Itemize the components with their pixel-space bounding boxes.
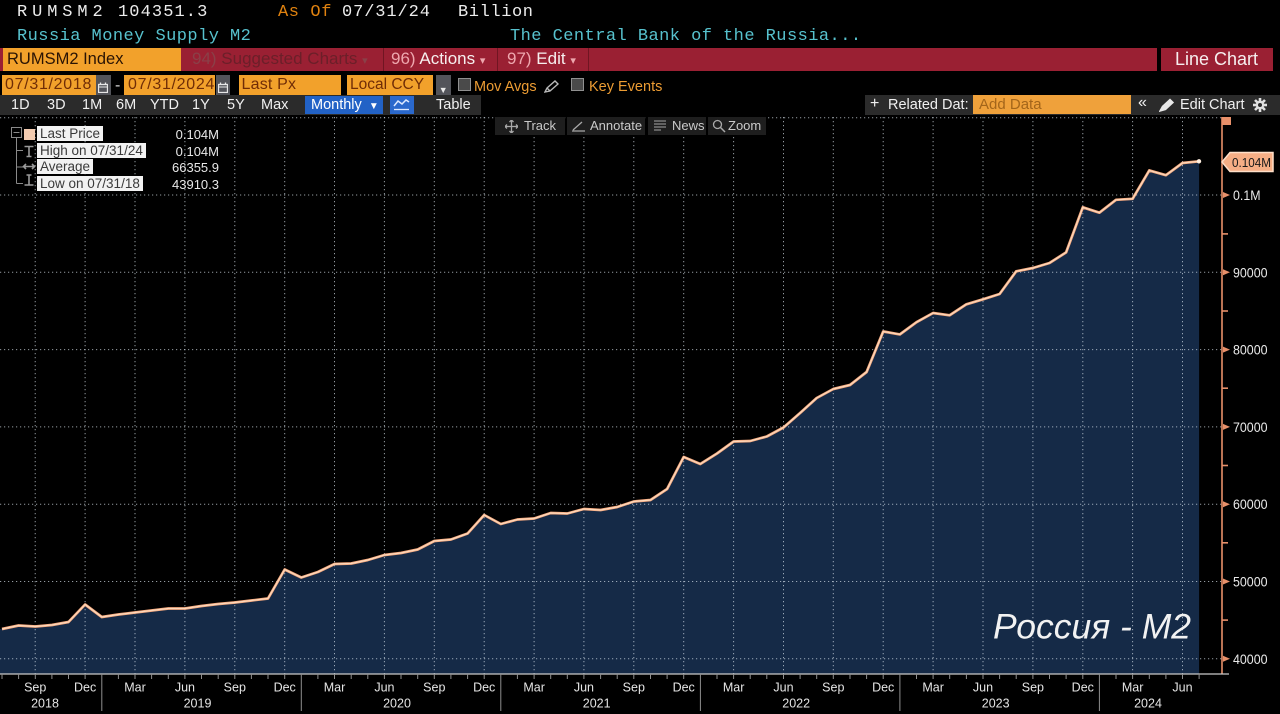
- svg-text:40000: 40000: [1233, 651, 1268, 667]
- svg-text:0.1M: 0.1M: [1233, 187, 1261, 203]
- svg-text:Россия - M2: Россия - M2: [993, 607, 1191, 647]
- svg-text:80000: 80000: [1233, 342, 1268, 358]
- svg-text:2024: 2024: [1134, 697, 1162, 711]
- svg-text:Dec: Dec: [473, 681, 495, 695]
- svg-text:2023: 2023: [982, 697, 1010, 711]
- svg-text:2019: 2019: [184, 697, 212, 711]
- svg-text:Sep: Sep: [822, 681, 844, 695]
- svg-text:Jun: Jun: [175, 681, 195, 695]
- svg-text:Dec: Dec: [74, 681, 96, 695]
- svg-text:Dec: Dec: [274, 681, 296, 695]
- svg-text:Mar: Mar: [124, 681, 146, 695]
- svg-text:70000: 70000: [1233, 419, 1268, 435]
- svg-text:Mar: Mar: [523, 681, 545, 695]
- svg-text:Jun: Jun: [973, 681, 993, 695]
- svg-text:Dec: Dec: [1072, 681, 1094, 695]
- svg-text:Sep: Sep: [24, 681, 46, 695]
- svg-text:Dec: Dec: [872, 681, 894, 695]
- svg-text:2021: 2021: [583, 697, 611, 711]
- svg-text:Sep: Sep: [423, 681, 445, 695]
- svg-text:Sep: Sep: [224, 681, 246, 695]
- svg-text:Jun: Jun: [1172, 681, 1192, 695]
- svg-text:Jun: Jun: [374, 681, 394, 695]
- svg-text:Sep: Sep: [623, 681, 645, 695]
- svg-text:2018: 2018: [31, 697, 59, 711]
- svg-text:Dec: Dec: [673, 681, 695, 695]
- svg-text:2020: 2020: [383, 697, 411, 711]
- svg-text:50000: 50000: [1233, 574, 1268, 590]
- svg-text:60000: 60000: [1233, 496, 1268, 512]
- svg-text:Sep: Sep: [1022, 681, 1044, 695]
- svg-text:0.104M: 0.104M: [1232, 155, 1271, 170]
- svg-text:Mar: Mar: [723, 681, 745, 695]
- svg-text:Mar: Mar: [922, 681, 944, 695]
- svg-text:2022: 2022: [782, 697, 810, 711]
- svg-text:Jun: Jun: [574, 681, 594, 695]
- svg-text:Jun: Jun: [773, 681, 793, 695]
- svg-text:Mar: Mar: [1122, 681, 1144, 695]
- svg-text:Mar: Mar: [324, 681, 346, 695]
- svg-text:90000: 90000: [1233, 264, 1268, 280]
